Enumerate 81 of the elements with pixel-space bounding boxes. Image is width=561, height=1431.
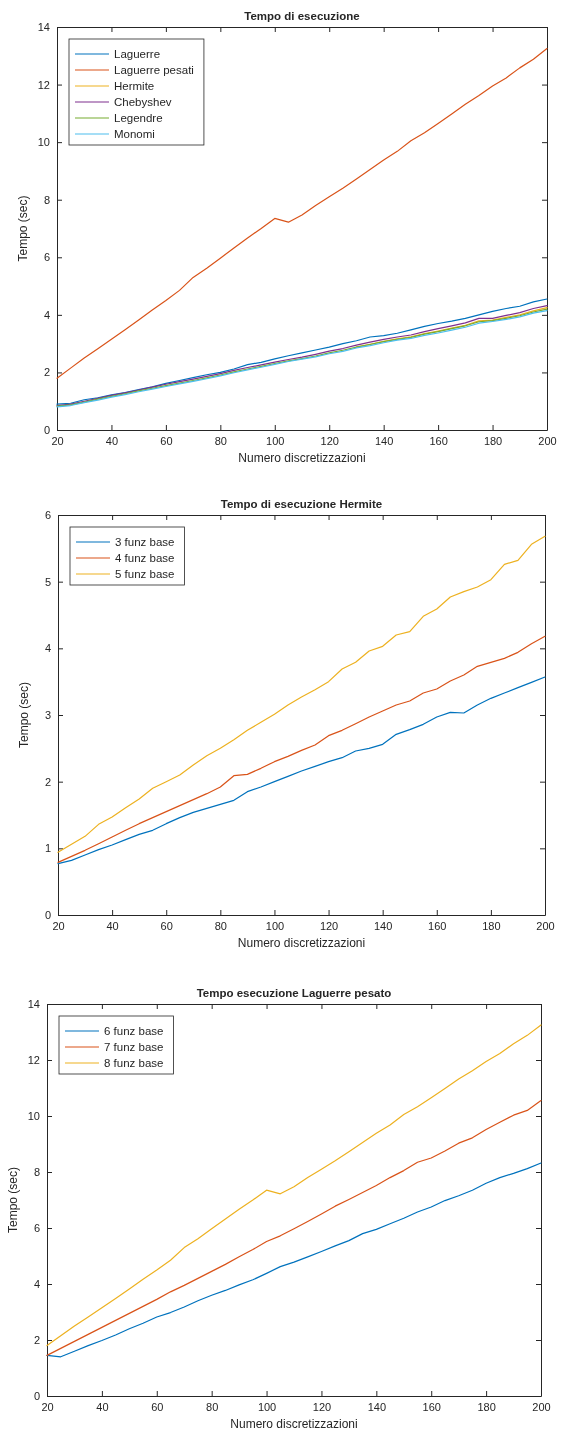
chart-title: Tempo di esecuzione Hermite bbox=[220, 498, 383, 510]
x-tick-label: 60 bbox=[160, 434, 173, 447]
x-axis-title: Numero discretizzazioni bbox=[238, 451, 366, 465]
x-tick-label: 200 bbox=[532, 1400, 551, 1413]
y-axis-title: Tempo (sec) bbox=[17, 681, 31, 749]
x-tick-label: 60 bbox=[151, 1400, 164, 1413]
y-tick-label: 10 bbox=[27, 1110, 40, 1123]
y-tick-label: 6 bbox=[44, 509, 51, 522]
x-tick-label: 160 bbox=[422, 1400, 441, 1413]
y-tick-label: 6 bbox=[43, 251, 50, 264]
y-tick-label: 0 bbox=[43, 424, 50, 437]
x-tick-label: 120 bbox=[312, 1400, 332, 1413]
y-tick-label: 14 bbox=[27, 998, 40, 1011]
x-tick-label: 160 bbox=[428, 919, 447, 932]
y-tick-label: 1 bbox=[44, 842, 51, 855]
x-tick-label: 20 bbox=[41, 1400, 54, 1413]
y-axis-title: Tempo (sec) bbox=[16, 195, 30, 262]
x-tick-label: 20 bbox=[52, 919, 65, 932]
line-series bbox=[46, 1100, 542, 1356]
x-tick-label: 80 bbox=[214, 919, 227, 932]
legend-label: 6 funz base bbox=[104, 1025, 164, 1038]
line-series bbox=[56, 47, 548, 379]
y-tick-label: 5 bbox=[44, 575, 51, 588]
legend-label: 4 funz base bbox=[115, 552, 175, 565]
y-tick-label: 2 bbox=[33, 1334, 40, 1347]
y-tick-label: 12 bbox=[27, 1054, 40, 1067]
x-tick-label: 20 bbox=[51, 434, 64, 447]
x-tick-label: 140 bbox=[367, 1400, 387, 1413]
legend-label: Chebyshev bbox=[114, 96, 172, 109]
y-tick-label: 4 bbox=[44, 642, 51, 655]
y-axis-title: Tempo (sec) bbox=[6, 1166, 20, 1234]
chart-title: Tempo esecuzione Laguerre pesato bbox=[196, 987, 392, 999]
x-tick-label: 100 bbox=[265, 919, 285, 932]
y-tick-label: 8 bbox=[33, 1166, 40, 1179]
legend-label: 5 funz base bbox=[115, 568, 175, 581]
x-tick-label: 200 bbox=[538, 434, 557, 447]
x-tick-label: 140 bbox=[374, 434, 394, 447]
legend-label: Laguerre pesati bbox=[114, 64, 194, 77]
x-axis-title: Numero discretizzazioni bbox=[230, 1417, 358, 1431]
x-tick-label: 80 bbox=[206, 1400, 219, 1413]
y-tick-label: 12 bbox=[37, 78, 50, 91]
y-tick-label: 6 bbox=[33, 1222, 40, 1235]
x-tick-label: 120 bbox=[320, 434, 339, 447]
x-tick-label: 40 bbox=[105, 434, 119, 447]
legend-label: Laguerre bbox=[114, 48, 161, 61]
x-tick-label: 140 bbox=[373, 919, 393, 932]
line-series bbox=[46, 1162, 542, 1358]
x-tick-label: 40 bbox=[96, 1400, 109, 1413]
y-tick-label: 2 bbox=[43, 366, 50, 379]
x-tick-label: 120 bbox=[319, 919, 339, 932]
legend-label: 7 funz base bbox=[104, 1041, 164, 1054]
x-tick-label: 180 bbox=[483, 434, 503, 447]
y-tick-label: 8 bbox=[43, 193, 50, 206]
y-tick-label: 4 bbox=[33, 1278, 40, 1291]
x-tick-label: 40 bbox=[106, 919, 119, 932]
x-tick-label: 180 bbox=[477, 1400, 496, 1413]
line-series bbox=[57, 676, 546, 865]
y-tick-label: 0 bbox=[33, 1390, 40, 1403]
legend-label: Legendre bbox=[114, 112, 163, 125]
x-tick-label: 180 bbox=[482, 919, 501, 932]
chart-title: Tempo di esecuzione bbox=[244, 10, 360, 22]
x-tick-label: 100 bbox=[257, 1400, 277, 1413]
y-tick-label: 3 bbox=[44, 709, 51, 722]
line-series bbox=[46, 1024, 542, 1347]
legend-label: Monomi bbox=[114, 128, 155, 141]
x-tick-label: 80 bbox=[214, 434, 227, 447]
y-tick-label: 14 bbox=[37, 21, 50, 34]
legend-label: 8 funz base bbox=[104, 1057, 164, 1070]
x-tick-label: 160 bbox=[429, 434, 448, 447]
line-series bbox=[57, 635, 546, 863]
y-tick-label: 0 bbox=[44, 909, 51, 922]
line-series bbox=[57, 535, 546, 853]
x-tick-label: 100 bbox=[266, 434, 285, 447]
legend-label: Hermite bbox=[114, 80, 155, 93]
y-tick-label: 2 bbox=[44, 775, 51, 788]
x-tick-label: 60 bbox=[160, 919, 173, 932]
y-tick-label: 4 bbox=[43, 308, 50, 321]
legend-label: 3 funz base bbox=[115, 536, 175, 549]
x-tick-label: 200 bbox=[536, 919, 555, 932]
y-tick-label: 10 bbox=[37, 136, 50, 149]
x-axis-title: Numero discretizzazioni bbox=[237, 936, 366, 950]
